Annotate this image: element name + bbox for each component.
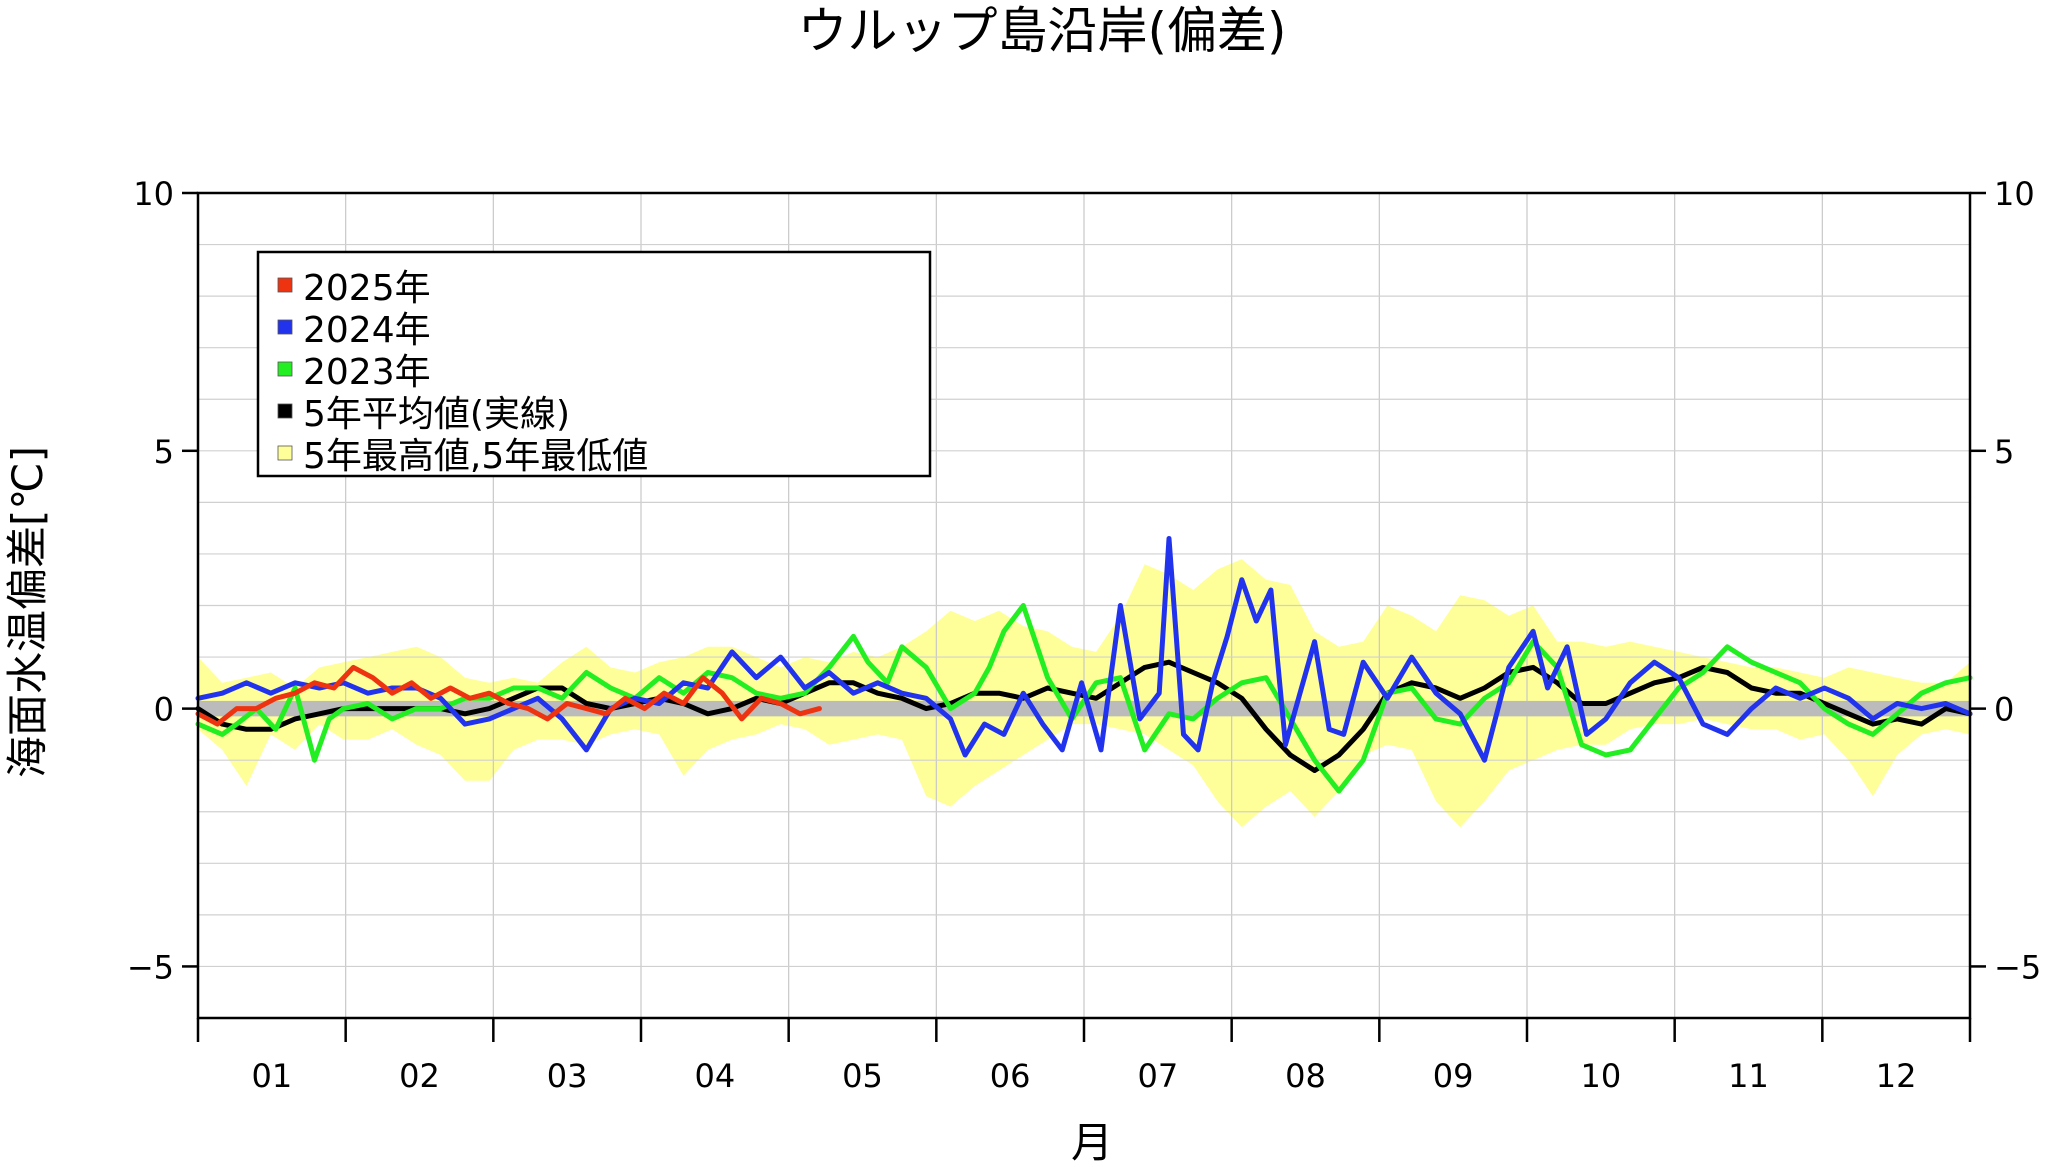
x-axis-label: 月: [1071, 1118, 1113, 1167]
series-line: [195, 664, 822, 727]
x-tick-label: 12: [1876, 1057, 1917, 1095]
y-tick-label-right: 10: [1994, 175, 2035, 213]
series-line: [195, 603, 1973, 794]
legend-label: 2024年: [303, 310, 431, 351]
y-tick-label-right: 0: [1994, 691, 2014, 729]
legend-swatch: [277, 277, 293, 293]
y-tick-label-right: −5: [1994, 948, 2041, 986]
y-tick-label: 5: [154, 433, 174, 471]
x-tick-label: 04: [694, 1057, 735, 1095]
chart-title: ウルップ島沿岸(偏差): [797, 2, 1286, 60]
y-tick-label: 0: [154, 691, 174, 729]
x-tick-label: 08: [1285, 1057, 1326, 1095]
y-axis-left: 10 5 0 −5: [127, 175, 198, 986]
legend-box: [256, 250, 932, 478]
x-tick-label: 09: [1433, 1057, 1474, 1095]
x-tick-label: 10: [1580, 1057, 1621, 1095]
x-tick-label: 03: [547, 1057, 588, 1095]
y-tick-label: 10: [133, 175, 174, 213]
legend-label: 2023年: [303, 352, 431, 393]
x-tick-label: 06: [990, 1057, 1031, 1095]
legend-label: 2025年: [303, 268, 431, 309]
y-tick-label: −5: [127, 948, 174, 986]
x-tick-label: 02: [399, 1057, 440, 1095]
legend-swatch: [277, 403, 293, 419]
legend-swatch: [277, 319, 293, 335]
x-axis: 01 02 03 04 05 06 07 08 09 10 11 12: [196, 1018, 1972, 1095]
y-axis-label: 海面水温偏差[℃]: [3, 446, 52, 778]
series-lines: [195, 536, 1973, 794]
y-tick-label-right: 5: [1994, 433, 2014, 471]
x-tick-label: 05: [842, 1057, 883, 1095]
series-line: [195, 536, 1973, 763]
legend-label: 5年平均値(実線): [303, 394, 570, 435]
y-axis-right: 10 5 0 −5: [1970, 175, 2041, 986]
legend-swatch: [277, 361, 293, 377]
x-tick-label: 07: [1137, 1057, 1178, 1095]
legend-label: 5年最高値,5年最低値: [303, 436, 648, 477]
x-tick-label: 01: [251, 1057, 292, 1095]
x-tick-label: 11: [1728, 1057, 1769, 1095]
legend-swatch: [277, 445, 293, 461]
